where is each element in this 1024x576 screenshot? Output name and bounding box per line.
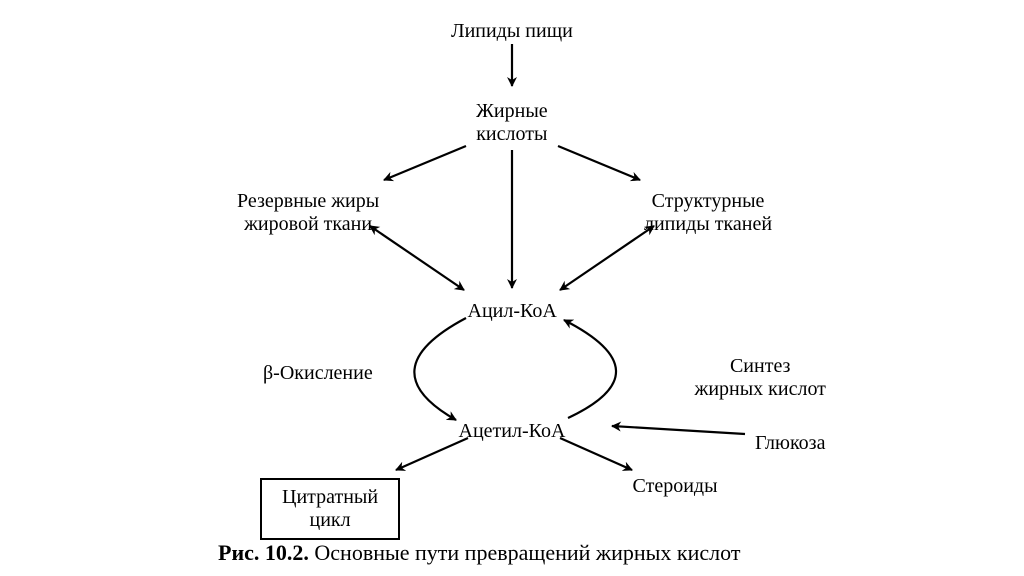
- edge-9: [396, 438, 468, 470]
- node-n3: Резервные жиры жировой ткани: [237, 190, 379, 236]
- node-n11: Стероиды: [633, 475, 718, 498]
- arrow-layer: [0, 0, 1024, 576]
- edge-7: [564, 320, 616, 418]
- caption-prefix: Рис. 10.2.: [218, 540, 309, 565]
- figure-caption: Рис. 10.2. Основные пути превращений жир…: [218, 540, 740, 566]
- node-n7: Синтез жирных кислот: [695, 355, 826, 401]
- node-n2: Жирные кислоты: [476, 100, 548, 146]
- node-n4: Структурные липиды тканей: [644, 190, 772, 236]
- edge-2: [558, 146, 640, 180]
- node-n10: Цитратный цикл: [260, 478, 400, 540]
- edge-6: [414, 318, 466, 420]
- edge-8: [612, 426, 745, 434]
- edge-4: [370, 226, 464, 290]
- node-n9: Глюкоза: [755, 432, 825, 455]
- edge-5: [560, 226, 654, 290]
- caption-text: Основные пути превращений жирных кислот: [309, 540, 741, 565]
- edge-10: [560, 438, 632, 470]
- edge-1: [384, 146, 466, 180]
- node-n1: Липиды пищи: [451, 20, 573, 43]
- node-n6: β-Окисление: [263, 362, 373, 385]
- node-n5: Ацил-КоА: [468, 300, 557, 323]
- node-n8: Ацетил-КоА: [459, 420, 566, 443]
